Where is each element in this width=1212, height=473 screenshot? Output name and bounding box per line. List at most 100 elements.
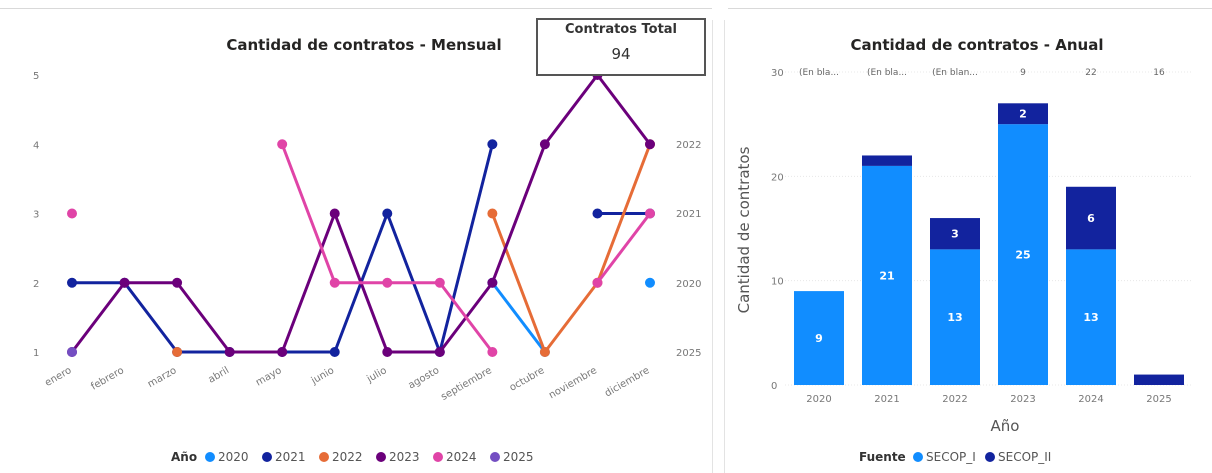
x-tick-label: marzo	[146, 365, 179, 390]
legend-marker-2022	[319, 452, 329, 462]
x-tick-label: noviembre	[547, 365, 599, 401]
bar-total-label: (En bla...	[799, 68, 839, 78]
series-point-2023	[277, 347, 288, 357]
legend-label: 2023	[389, 450, 420, 464]
legend-marker-2025	[490, 452, 500, 462]
series-point-2021	[382, 208, 393, 219]
bar-data-label: 3	[951, 228, 959, 241]
legend-label: 2022	[332, 450, 363, 464]
y-tick-label: 3	[33, 210, 39, 221]
legend-marker-2021	[262, 452, 272, 462]
legend-label: SECOP_II	[998, 450, 1051, 464]
bar-total-label: (En blan...	[932, 68, 978, 78]
x-tick-label: diciembre	[603, 365, 652, 399]
legend-marker-2020	[205, 452, 215, 462]
series-point-2021	[487, 139, 498, 150]
series-point-2023	[119, 277, 130, 288]
x-tick-label: julio	[364, 365, 388, 385]
series-line-2024	[596, 212, 652, 284]
series-point-2022	[539, 347, 550, 357]
y-tick-label: 20	[771, 172, 784, 183]
series-point-2024	[277, 139, 288, 150]
series-point-2022	[172, 347, 183, 357]
x-tick-label: junio	[309, 365, 336, 387]
legend-label: 2025	[503, 450, 534, 464]
annual-bar-chart: Cantidad de contratos - Anual 0 10 20 30 Cant…	[735, 36, 1193, 464]
legend-title: Fuente	[859, 450, 906, 464]
monthly-chart-panel[interactable]: Cantidad de contratos - Mensual 1 2 3 4 5 ener…	[0, 20, 713, 473]
series-point-2023	[382, 347, 393, 357]
bar-segment-SECOP_I	[930, 249, 980, 385]
y-tick-label: 10	[771, 277, 784, 288]
legend-marker-SECOP_I	[913, 452, 923, 462]
annual-chart-title: Cantidad de contratos - Anual	[851, 36, 1104, 54]
series-point-2023	[487, 277, 498, 288]
y-tick-label: 2	[33, 279, 39, 290]
bar-total-label: 22	[1085, 68, 1096, 78]
series-point-2021	[67, 277, 77, 288]
x-axis-title: Año	[991, 417, 1020, 435]
monthly-line-chart: Cantidad de contratos - Mensual 1 2 3 4 5 ener…	[33, 36, 701, 464]
x-tick-label: 2020	[806, 394, 831, 405]
legend-marker-SECOP_II	[985, 452, 995, 462]
series-point-2023	[539, 139, 550, 150]
legend-label: 2021	[275, 450, 306, 464]
series-point-2021	[592, 208, 603, 219]
series-point-2023	[645, 139, 655, 150]
series-line-2020	[491, 281, 547, 353]
x-tick-label: febrero	[89, 365, 126, 393]
bar-data-label: 13	[947, 311, 962, 324]
bar-segment-SECOP_I	[794, 291, 844, 385]
y-tick-label: 1	[33, 348, 39, 359]
series-point-2020	[645, 277, 655, 288]
bar-total-label: (En bla...	[867, 68, 907, 78]
y-tick-label: 4	[33, 140, 39, 151]
line-end-label: 2021	[676, 209, 701, 220]
bar-segment-SECOP_II	[862, 155, 912, 166]
legend-marker-2023	[376, 452, 386, 462]
series-point-2024	[645, 208, 655, 219]
series-point-2024	[487, 347, 498, 357]
x-tick-label: mayo	[254, 365, 284, 388]
x-tick-label: 2021	[874, 394, 899, 405]
legend-label: 2020	[218, 450, 249, 464]
legend-marker-2024	[433, 452, 443, 462]
y-tick-label: 30	[771, 68, 784, 79]
line-end-label: 2022	[676, 140, 701, 151]
series-line-2023	[70, 73, 652, 354]
series-line-2022	[490, 143, 652, 354]
top-divider-left	[0, 8, 712, 9]
bar-data-label: 21	[879, 269, 894, 282]
bar-data-label: 9	[815, 332, 823, 345]
bar-segment-SECOP_II	[1066, 186, 1116, 250]
bar-total-label: 16	[1153, 68, 1165, 78]
annual-chart-panel[interactable]: Cantidad de contratos - Anual 0 10 20 30 Cant…	[724, 20, 1212, 473]
x-tick-label: enero	[43, 365, 73, 389]
x-tick-label: 2023	[1010, 394, 1035, 405]
series-point-2024	[329, 277, 340, 288]
legend-label: SECOP_I	[926, 450, 976, 464]
contracts-total-title: Contratos Total	[564, 22, 678, 37]
series-point-2025	[67, 347, 77, 357]
y-tick-label: 0	[771, 381, 777, 392]
x-tick-label: septiembre	[439, 365, 494, 403]
line-end-label: 2020	[676, 279, 701, 290]
legend-title: Año	[171, 450, 197, 464]
bar-segment-SECOP_II	[998, 103, 1048, 125]
series-point-2024	[592, 277, 603, 288]
series-point-2021	[329, 347, 340, 357]
line-end-label: 2025	[676, 348, 701, 359]
x-tick-label: abril	[206, 365, 231, 386]
series-point-2024	[67, 208, 77, 219]
series-point-2023	[434, 347, 445, 357]
x-tick-label: agosto	[407, 365, 442, 391]
bar-data-label: 13	[1083, 311, 1098, 324]
bar-data-label: 2	[1019, 108, 1027, 121]
bar-segment-SECOP_I	[862, 165, 912, 385]
contracts-total-card[interactable]: Contratos Total 94	[536, 18, 706, 76]
monthly-chart-title: Cantidad de contratos - Mensual	[226, 36, 501, 54]
series-point-2024	[434, 277, 445, 288]
y-axis-title: Cantidad de contratos	[735, 146, 753, 313]
series-line-2021	[72, 143, 494, 354]
x-tick-label: 2025	[1146, 394, 1171, 405]
